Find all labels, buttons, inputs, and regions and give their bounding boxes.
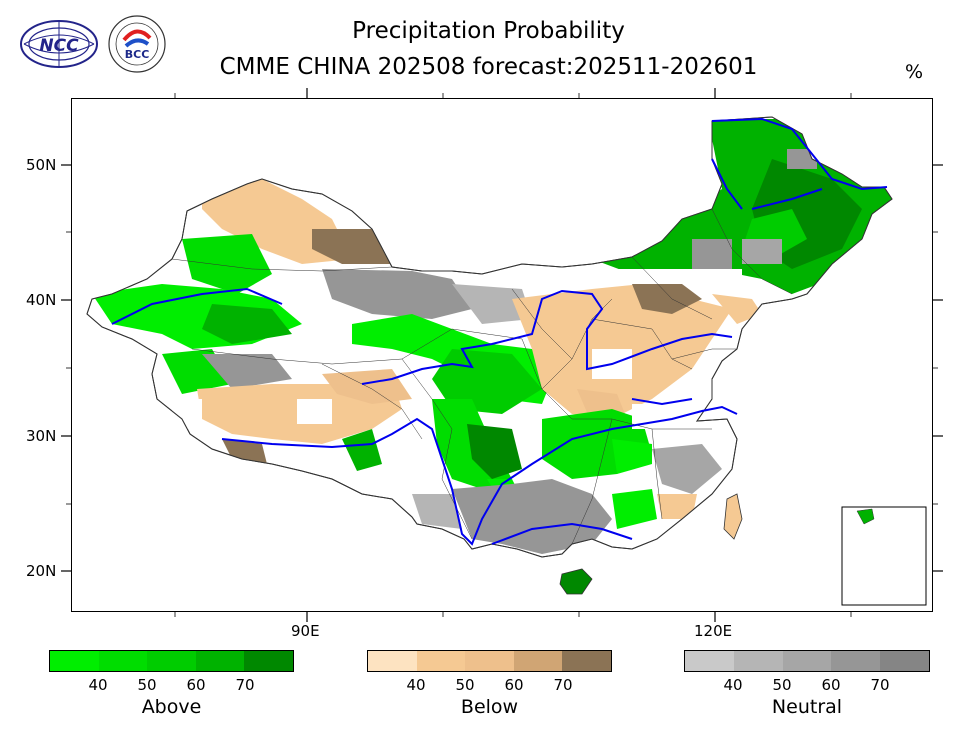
below-tick-40: 40 xyxy=(406,676,426,694)
legend-neutral-label: Neutral xyxy=(771,696,843,718)
above-color-segment-1 xyxy=(98,651,148,671)
below-tick-60: 60 xyxy=(504,676,524,694)
above-tick-60: 60 xyxy=(186,676,206,694)
amur-river xyxy=(711,117,888,191)
above-tick-50: 50 xyxy=(137,676,157,694)
below-color-segment-1 xyxy=(416,651,466,671)
above-color-segment-4 xyxy=(244,651,293,671)
neutral-color-segment-1 xyxy=(733,651,783,671)
lon-label-120e: 120E xyxy=(694,622,733,640)
map-subtitle: CMME CHINA 202508 forecast:202511-202601 xyxy=(219,54,758,80)
lat-label-30n: 30N xyxy=(26,427,57,445)
below-tick-50: 50 xyxy=(455,676,475,694)
above-tick-40: 40 xyxy=(88,676,108,694)
svg-text:BCC: BCC xyxy=(125,48,150,61)
above-color-segment-0 xyxy=(50,651,99,671)
above-color-segment-2 xyxy=(147,651,196,671)
lat-label-20n: 20N xyxy=(26,562,57,580)
neutral-tick-60: 60 xyxy=(821,676,841,694)
below-color-segment-3 xyxy=(513,651,563,671)
neutral-color-segment-4 xyxy=(880,651,929,671)
neutral-color-segment-3 xyxy=(831,651,881,671)
neutral-tick-70: 70 xyxy=(870,676,890,694)
lat-label-50n: 50N xyxy=(26,156,57,174)
nen-river xyxy=(711,158,743,210)
below-tick-70: 70 xyxy=(553,676,573,694)
legend-below-label: Below xyxy=(460,696,519,718)
pearl-river xyxy=(491,522,633,545)
china-precipitation-map xyxy=(86,116,927,606)
above-tick-70: 70 xyxy=(235,676,255,694)
neutral-tick-40: 40 xyxy=(723,676,743,694)
south-china-sea-inset xyxy=(841,506,927,606)
neutral-color-segment-0 xyxy=(685,651,734,671)
taiwan-island xyxy=(723,493,743,540)
legend-above-label: Above xyxy=(141,696,202,718)
unit-label: % xyxy=(905,61,924,83)
ncc-logo-icon: NCC xyxy=(18,16,100,74)
colorbar-below xyxy=(367,650,612,672)
svg-text:NCC: NCC xyxy=(39,36,79,56)
hainan-island xyxy=(559,568,593,595)
map-frame xyxy=(71,98,933,612)
colorbar-neutral xyxy=(684,650,930,672)
songhua-river xyxy=(751,188,823,210)
bcc-logo-icon: BCC xyxy=(106,14,168,78)
below-color-segment-2 xyxy=(465,651,514,671)
below-color-segment-4 xyxy=(562,651,611,671)
yellow-river xyxy=(361,289,733,385)
yangtze-river xyxy=(221,405,738,546)
neutral-color-segment-2 xyxy=(782,651,832,671)
huai-river xyxy=(631,398,693,406)
lat-label-40n: 40N xyxy=(26,291,57,309)
lon-label-90e: 90E xyxy=(291,622,320,640)
tarim-river xyxy=(111,287,283,325)
neutral-tick-50: 50 xyxy=(772,676,792,694)
map-title: Precipitation Probability xyxy=(352,18,625,44)
above-color-segment-3 xyxy=(195,651,245,671)
below-color-segment-0 xyxy=(368,651,417,671)
colorbar-above xyxy=(49,650,294,672)
